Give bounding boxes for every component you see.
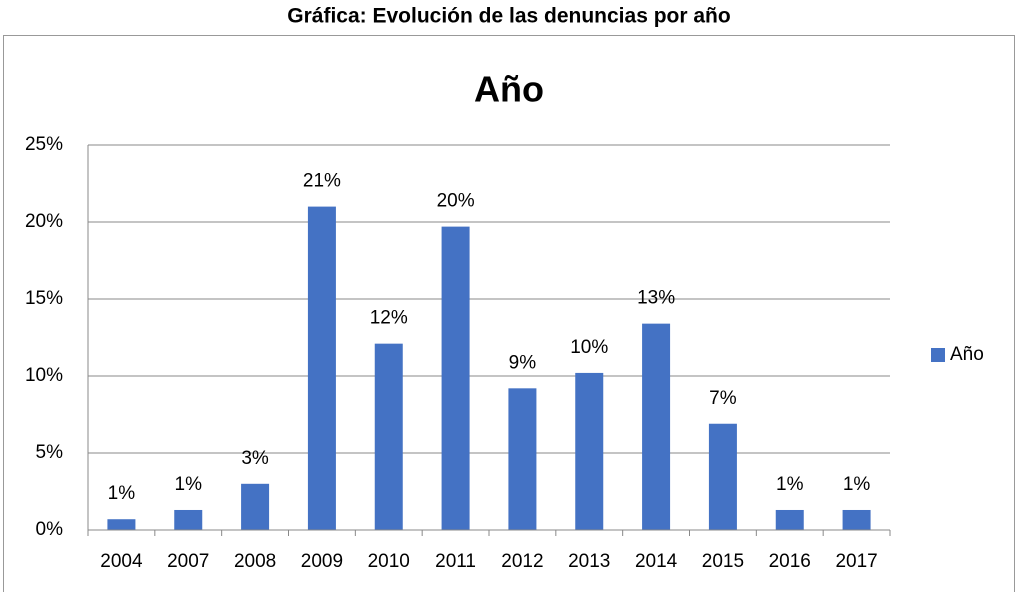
bar [241,483,270,530]
x-tick-label: 2009 [301,551,343,572]
legend-label: Año [950,344,984,365]
data-label: 9% [509,352,537,373]
data-label: 10% [570,337,608,358]
bar [441,226,470,530]
x-tick-label: 2014 [635,551,678,572]
x-tick-label: 2010 [368,551,410,572]
x-tick-label: 2007 [167,551,209,572]
x-tick-label: 2016 [769,551,811,572]
bar [708,423,737,530]
bar [642,323,671,530]
bar [842,509,871,530]
y-tick-label: 20% [25,211,63,232]
y-tick-label: 15% [25,288,63,309]
x-tick-label: 2015 [702,551,744,572]
x-tick-label: 2004 [100,551,143,572]
bar [508,388,537,530]
chart-border [3,35,1015,597]
bar [174,509,203,530]
page-title: Gráfica: Evolución de las denuncias por … [287,5,730,28]
bar [107,519,136,530]
bar [374,343,403,530]
data-label: 1% [175,474,203,495]
y-tick-label: 5% [36,442,64,463]
chart-title: Año [474,69,544,110]
data-label: 21% [303,171,341,192]
x-tick-label: 2013 [568,551,610,572]
data-label: 13% [637,288,675,309]
data-label: 1% [843,474,871,495]
bar [307,206,336,530]
data-label: 1% [776,474,804,495]
data-label: 7% [709,388,737,409]
x-tick-label: 2017 [835,551,877,572]
y-tick-label: 0% [36,519,64,540]
x-tick-label: 2011 [435,551,476,572]
bar [575,372,604,530]
data-label: 12% [370,308,408,329]
x-tick-label: 2012 [501,551,543,572]
y-tick-label: 25% [25,134,63,155]
data-label: 20% [437,191,475,212]
y-tick-label: 10% [25,365,63,386]
bar [775,509,804,530]
legend-swatch [931,348,945,362]
data-label: 3% [241,448,269,469]
x-tick-label: 2008 [234,551,276,572]
data-label: 1% [108,483,136,504]
